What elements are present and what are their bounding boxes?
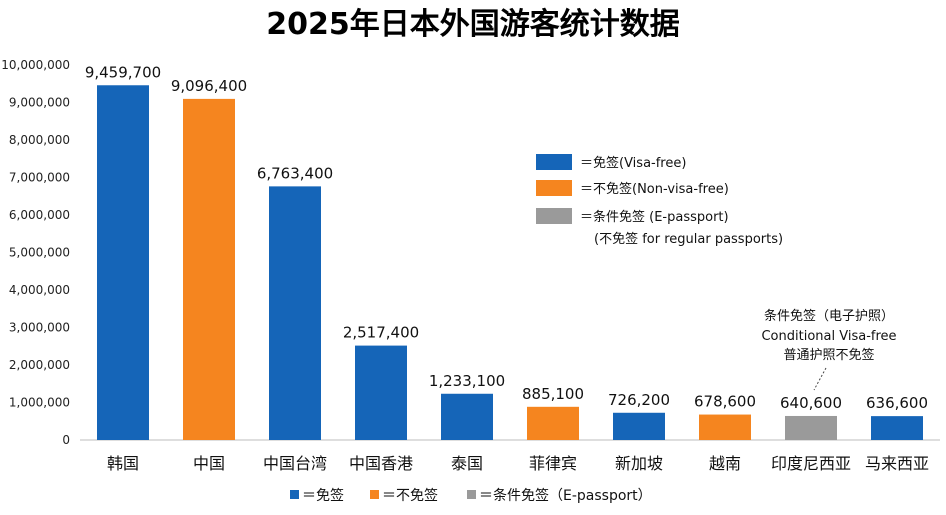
bar (441, 393, 493, 440)
bar (183, 98, 235, 440)
category-label: 中国香港 (349, 454, 413, 473)
bar (871, 416, 923, 440)
bottom-legend-label: ＝不免签 (382, 487, 438, 504)
data-label: 885,100 (522, 385, 584, 403)
data-label: 726,200 (608, 391, 670, 409)
category-label: 新加坡 (615, 454, 663, 473)
bar (527, 406, 579, 440)
bottom-legend-swatch (370, 490, 379, 499)
data-label: 9,459,700 (85, 63, 161, 81)
y-tick-label: 2,000,000 (9, 358, 70, 372)
y-tick-label: 8,000,000 (9, 133, 70, 147)
category-label: 泰国 (451, 454, 483, 473)
y-tick-label: 7,000,000 (9, 171, 70, 185)
category-label: 菲律宾 (529, 454, 577, 473)
annotation-text: Conditional Visa-free (761, 329, 896, 344)
data-label: 1,233,100 (429, 372, 505, 390)
legend-label: ＝不免签(Non-visa-free) (580, 181, 729, 197)
bottom-legend-label: ＝免签 (302, 487, 344, 504)
category-label: 中国台湾 (263, 454, 327, 473)
bottom-legend: ＝免签 ＝不免签 ＝条件免签（E-passport） (290, 487, 652, 504)
annotation-text: 条件免签（电子护照） (764, 308, 894, 324)
bar (699, 414, 751, 440)
y-tick-label: 4,000,000 (9, 283, 70, 297)
y-tick-label: 3,000,000 (9, 321, 70, 335)
bar (97, 85, 149, 440)
data-label: 9,096,400 (171, 77, 247, 95)
category-label: 马来西亚 (865, 454, 929, 473)
data-label: 678,600 (694, 393, 756, 411)
chart-title: 2025年日本外国游客统计数据 (266, 7, 680, 42)
y-tick-label: 10,000,000 (1, 58, 70, 72)
bar (785, 415, 837, 440)
legend-label: ＝条件免签 (E-passport) (580, 209, 729, 225)
category-label: 中国 (193, 454, 225, 473)
bottom-legend-swatch (290, 490, 299, 499)
category-label: 印度尼西亚 (771, 454, 851, 473)
bottom-legend-swatch (467, 490, 476, 499)
y-tick-label: 5,000,000 (9, 246, 70, 260)
annotation-leader-line (813, 367, 827, 391)
category-label: 韩国 (107, 454, 139, 473)
legend-sublabel: (不免签 for regular passports) (594, 231, 783, 247)
category-label: 越南 (709, 454, 741, 473)
bar (613, 412, 665, 440)
y-tick-label: 1,000,000 (9, 396, 70, 410)
y-tick-label: 9,000,000 (9, 96, 70, 110)
y-axis: 0 1,000,000 2,000,000 3,000,000 4,000,000 5,0… (1, 58, 70, 447)
legend-swatch (536, 180, 572, 196)
data-label: 636,600 (866, 394, 928, 412)
legend-swatch (536, 154, 572, 170)
data-label: 640,600 (780, 394, 842, 412)
legend: ＝免签(Visa-free) ＝不免签(Non-visa-free) ＝条件免签 (… (536, 154, 783, 247)
y-tick-label: 0 (62, 433, 70, 447)
bars: 9,459,700 韩国 9,096,400 中国 6,763,400 中国台湾 2,517… (85, 63, 929, 473)
legend-label: ＝免签(Visa-free) (580, 155, 686, 171)
annotation: 条件免签（电子护照） Conditional Visa-free 普通护照不免签 (761, 308, 897, 391)
annotation-text: 普通护照不免签 (783, 347, 874, 363)
bar (269, 186, 321, 440)
y-tick-label: 6,000,000 (9, 208, 70, 222)
data-label: 6,763,400 (257, 164, 333, 182)
bar (355, 345, 407, 440)
bottom-legend-label: ＝条件免签（E-passport） (479, 487, 652, 504)
legend-swatch (536, 208, 572, 224)
data-label: 2,517,400 (343, 324, 419, 342)
